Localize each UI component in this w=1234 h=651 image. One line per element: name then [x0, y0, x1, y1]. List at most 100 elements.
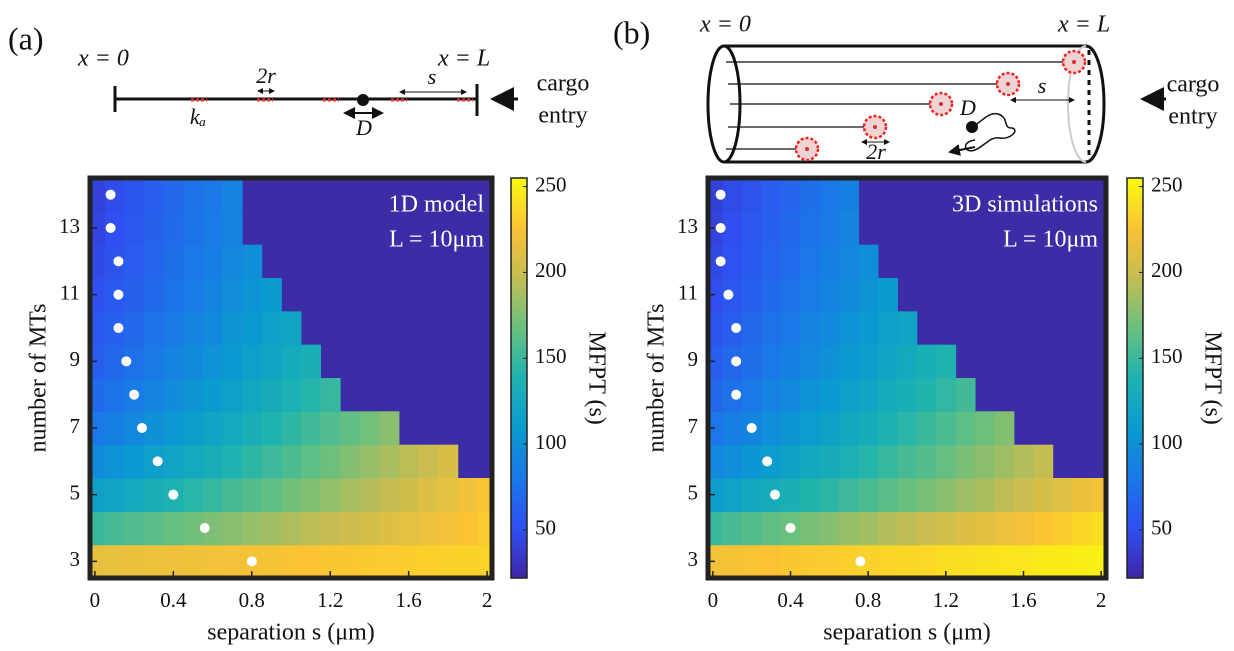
diffusion-label: D: [355, 115, 372, 140]
cell: [955, 411, 976, 446]
optimum-point: [715, 256, 726, 267]
microtubules: [726, 61, 1074, 150]
cell: [722, 478, 743, 512]
cell: [438, 511, 459, 546]
cell: [300, 544, 322, 578]
cell: [708, 278, 724, 312]
cell: [124, 211, 145, 246]
cell: [320, 411, 341, 446]
cell: [897, 511, 918, 546]
annotation: L = 10μm: [389, 227, 484, 253]
cell: [183, 211, 204, 246]
cell: [800, 311, 821, 346]
x-tick-label: 1.2: [317, 588, 343, 612]
cell: [722, 178, 743, 212]
x-tick-label: 1.6: [1010, 588, 1036, 612]
x-tick-label: 0.8: [855, 588, 881, 612]
cell: [163, 378, 184, 412]
cell: [281, 511, 302, 546]
cell: [936, 511, 957, 546]
cell: [143, 378, 165, 412]
cell: [858, 311, 879, 346]
cell: [379, 444, 400, 479]
cell: [281, 444, 302, 479]
y-tick-label: 9: [70, 347, 81, 371]
cell: [800, 544, 821, 578]
cell: [780, 278, 801, 312]
width-label: 2r: [866, 139, 886, 164]
cell: [163, 344, 184, 379]
cell: [202, 378, 223, 412]
cell: [202, 478, 223, 512]
cell: [708, 244, 724, 279]
panel-label: (a): [8, 20, 44, 56]
cell: [300, 478, 322, 512]
cell: [741, 311, 762, 346]
optimum-point: [715, 223, 726, 233]
cell: [955, 478, 976, 512]
cell: [163, 178, 184, 212]
cell: [800, 278, 821, 312]
cell: [800, 411, 821, 446]
cell: [994, 544, 1015, 578]
cell: [183, 178, 204, 212]
cell: [90, 544, 106, 578]
cell: [955, 444, 976, 479]
trajectory: [964, 112, 1016, 152]
cell: [897, 344, 918, 379]
cell: [202, 511, 223, 546]
cell: [974, 478, 995, 512]
cell: [839, 211, 860, 246]
cell: [261, 511, 282, 546]
cell: [741, 378, 762, 412]
cell: [708, 478, 724, 512]
cell: [936, 544, 957, 578]
colorbar-tick-label: 50: [1151, 516, 1172, 540]
cell: [761, 178, 782, 212]
colorbar-tick-label: 150: [1151, 344, 1183, 368]
cell: [340, 411, 361, 446]
cell: [143, 278, 165, 312]
cell: [761, 278, 782, 312]
cell: [163, 311, 184, 346]
cell: [104, 344, 125, 379]
cell: [858, 244, 879, 279]
cell: [90, 311, 106, 346]
cell: [222, 478, 243, 512]
cell: [741, 478, 762, 512]
cell: [300, 511, 322, 546]
cell: [1091, 511, 1106, 546]
cell: [359, 511, 380, 546]
y-tick-label: 5: [688, 480, 699, 504]
cell: [202, 544, 223, 578]
cell: [741, 278, 762, 312]
cell: [163, 411, 184, 446]
cell: [183, 311, 204, 346]
cell: [1013, 511, 1034, 546]
cell: [359, 444, 380, 479]
cell: [379, 478, 400, 512]
cell: [916, 511, 937, 546]
cell: [994, 444, 1015, 479]
cell: [994, 511, 1015, 546]
cell: [300, 344, 322, 379]
cell: [143, 411, 165, 446]
cell: [994, 411, 1015, 446]
cell: [90, 444, 106, 479]
cell: [780, 378, 801, 412]
cell: [839, 311, 860, 346]
cell: [780, 444, 801, 479]
cell: [974, 511, 995, 546]
cell: [1013, 444, 1034, 479]
cell: [916, 344, 937, 379]
cell: [320, 511, 341, 546]
cell: [90, 278, 106, 312]
optimum-point: [246, 556, 257, 567]
cell: [1033, 511, 1054, 546]
cell: [780, 411, 801, 446]
cell: [722, 444, 743, 479]
cell: [819, 178, 840, 212]
cell: [379, 544, 400, 578]
cell: [438, 478, 459, 512]
